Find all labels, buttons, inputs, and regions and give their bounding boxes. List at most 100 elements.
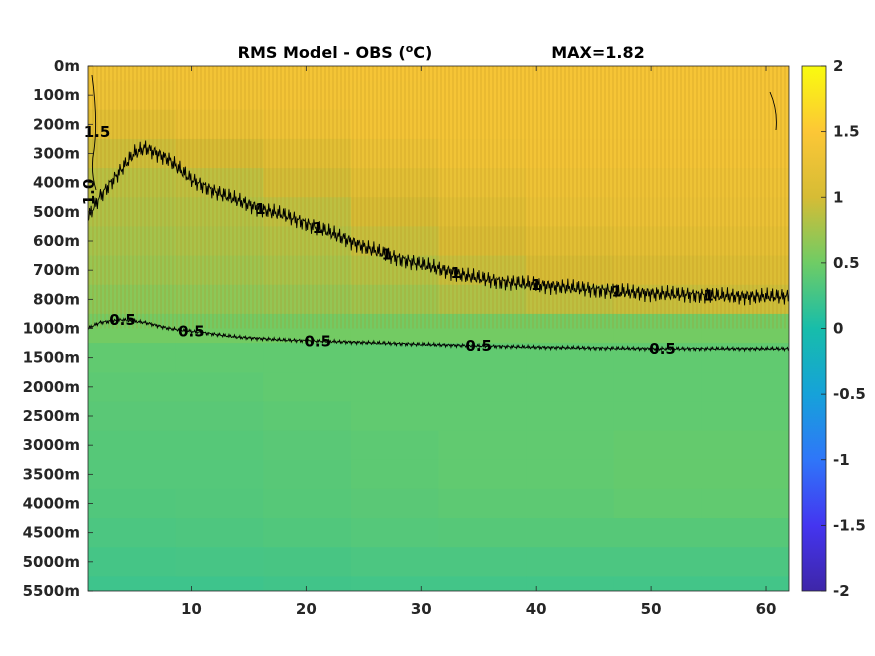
heatmap-cells	[88, 66, 789, 591]
texture-stripe	[448, 66, 450, 329]
texture-stripe	[564, 66, 566, 329]
heatmap-cell	[701, 576, 789, 591]
texture-stripe	[168, 66, 170, 329]
heatmap-cell	[175, 518, 264, 548]
heatmap-cell	[526, 313, 615, 344]
texture-stripe	[600, 66, 602, 329]
texture-stripe	[204, 66, 206, 329]
texture-stripe	[488, 66, 490, 329]
texture-stripe	[724, 66, 726, 329]
texture-stripe	[384, 66, 386, 329]
texture-stripe	[528, 66, 530, 329]
x-tick-label: 60	[756, 600, 777, 618]
texture-stripe	[708, 66, 710, 329]
heatmap-cell	[701, 547, 789, 578]
texture-stripe	[276, 66, 278, 329]
colorbar-ticks: 2 1.5 1 0.5 0 -0.5 -1 -1.5 -2	[821, 57, 866, 600]
texture-stripe	[632, 66, 634, 329]
texture-stripe	[320, 66, 322, 329]
contour-label: 0.5	[178, 322, 205, 340]
heatmap-cell	[175, 372, 264, 403]
texture-stripe	[180, 66, 182, 329]
texture-stripe	[572, 66, 574, 329]
heatmap-cell	[526, 168, 615, 198]
heatmap-cell	[438, 459, 527, 490]
contour-label: 1	[703, 286, 713, 304]
texture-stripe	[732, 66, 734, 329]
heatmap-cell	[263, 284, 352, 315]
x-tick-label: 20	[296, 600, 317, 618]
heatmap-cell	[263, 66, 352, 82]
texture-stripe	[684, 66, 686, 329]
texture-stripe	[352, 66, 354, 329]
contour-label: 1	[450, 264, 460, 282]
texture-stripe	[192, 66, 194, 329]
texture-stripe	[516, 66, 518, 329]
texture-stripe	[604, 66, 606, 329]
heatmap-cell	[263, 372, 352, 403]
heatmap-cell	[88, 488, 177, 519]
heatmap-cell	[701, 168, 789, 198]
contour-label: 1	[313, 219, 323, 237]
texture-stripe	[176, 66, 178, 329]
texture-stripe	[436, 66, 438, 329]
texture-stripe	[768, 66, 770, 329]
heatmap-cell	[613, 488, 702, 519]
texture-stripe	[728, 66, 730, 329]
texture-stripe	[248, 66, 250, 329]
texture-stripe	[388, 66, 390, 329]
texture-stripe	[772, 66, 774, 329]
texture-stripe	[104, 66, 106, 329]
heatmap-cell	[438, 576, 527, 591]
texture-stripe	[532, 66, 534, 329]
texture-stripe	[616, 66, 618, 329]
heatmap-cell	[263, 459, 352, 490]
texture-stripe	[440, 66, 442, 329]
x-tick-label: 50	[641, 600, 662, 618]
texture-stripe	[232, 66, 234, 329]
heatmap-cell	[88, 313, 177, 344]
heatmap-cell	[701, 138, 789, 169]
heatmap-cell	[613, 109, 702, 140]
texture-stripe	[548, 66, 550, 329]
contour-line-0-5	[88, 317, 789, 353]
texture-stripe	[464, 66, 466, 329]
heatmap-cell	[175, 80, 264, 111]
texture-stripe	[368, 66, 370, 329]
heatmap-cell	[263, 576, 352, 591]
texture-stripe	[452, 66, 454, 329]
texture-stripe	[700, 66, 702, 329]
plot-area	[88, 66, 789, 591]
contour-label: 1.0	[80, 179, 98, 206]
texture-stripe	[748, 66, 750, 329]
texture-stripe	[468, 66, 470, 329]
heatmap-cell	[263, 255, 352, 286]
y-tick-label: 1500m	[23, 349, 80, 367]
texture-stripe	[540, 66, 542, 329]
heatmap-cell	[350, 66, 440, 82]
heatmap-cell	[438, 518, 527, 548]
heatmap-cell	[263, 109, 352, 140]
y-tick-label: 3000m	[23, 436, 80, 454]
texture-stripe	[552, 66, 554, 329]
heatmap-cell	[526, 372, 615, 403]
texture-stripe	[412, 66, 414, 329]
colorbar-tick-label: -0.5	[833, 385, 866, 403]
contour-line-1	[88, 140, 789, 306]
heatmap-cell	[701, 226, 789, 257]
texture-stripe	[584, 66, 586, 329]
texture-stripe	[324, 66, 326, 329]
heatmap-cell	[613, 66, 702, 82]
heatmap-cell	[350, 401, 440, 432]
texture-stripe	[256, 66, 258, 329]
texture-stripe	[96, 66, 98, 329]
texture-stripe	[268, 66, 270, 329]
heatmap-cell	[613, 168, 702, 198]
heatmap-cell	[350, 430, 440, 461]
texture-stripe	[184, 66, 186, 329]
texture-stripe	[756, 66, 758, 329]
texture-stripe	[652, 66, 654, 329]
texture-stripe	[296, 66, 298, 329]
heatmap-cell	[175, 255, 264, 286]
